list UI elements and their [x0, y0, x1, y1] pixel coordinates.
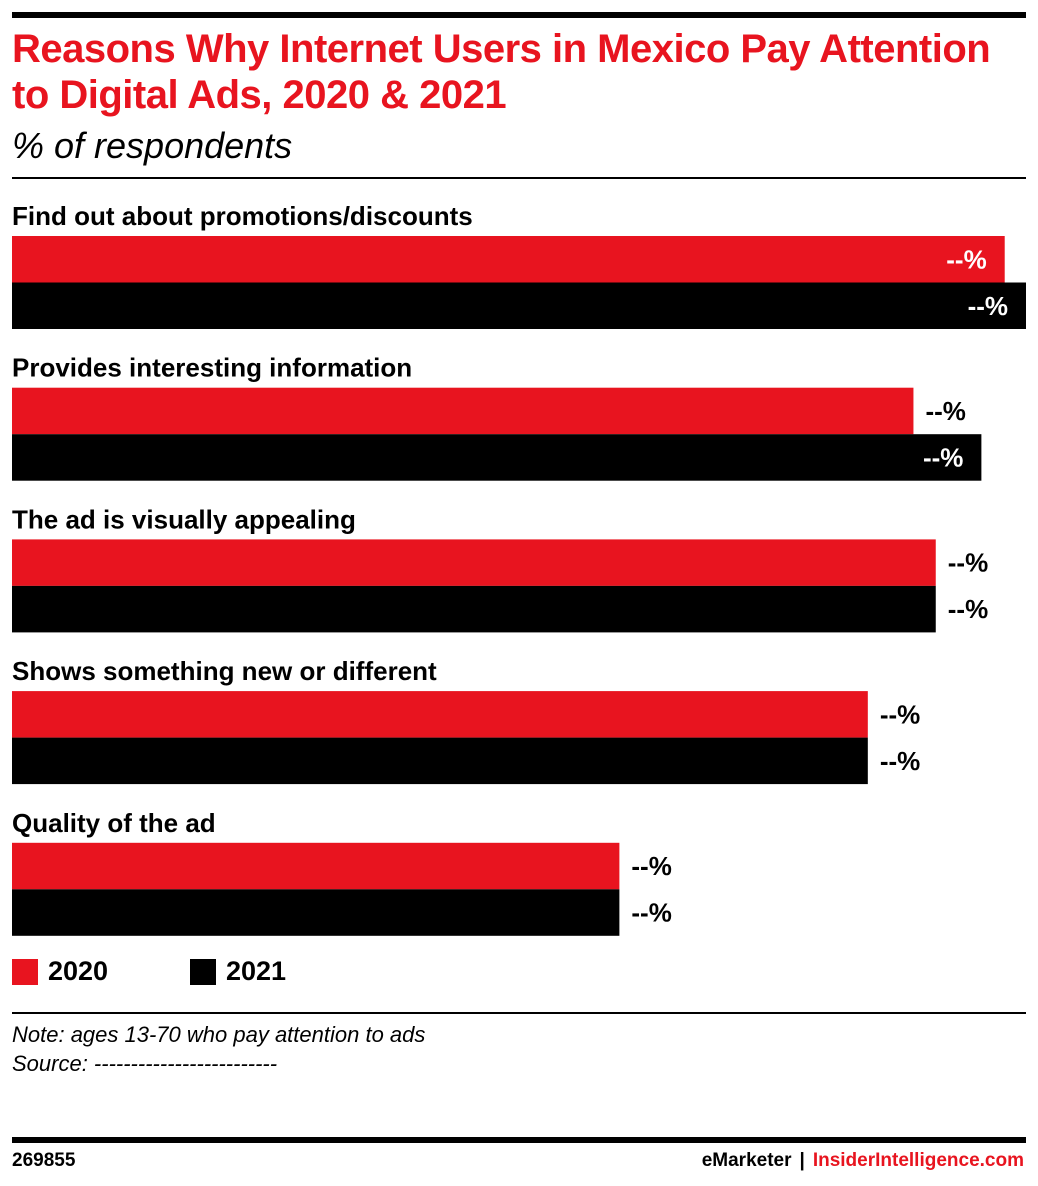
- note-divider: [12, 1012, 1026, 1014]
- footer-brand: eMarketer | InsiderIntelligence.com: [702, 1150, 1024, 1172]
- bar-2020: [12, 842, 620, 890]
- legend-item-2021: 2021: [190, 956, 286, 987]
- chart-subtitle: % of respondents: [12, 125, 293, 166]
- legend-label-2020: 2020: [48, 956, 109, 986]
- brand-insider-intelligence-link[interactable]: InsiderIntelligence.com: [812, 1150, 1024, 1171]
- header-divider: [12, 177, 1026, 179]
- bar-2021: [12, 585, 936, 633]
- notes: Note: ages 13-70 who pay attention to ad…: [12, 1020, 425, 1078]
- data-label-2021: --%: [631, 898, 671, 928]
- bar-2020: [12, 236, 1005, 283]
- bar-2021: [12, 737, 868, 785]
- bar-2021: [12, 282, 1026, 329]
- bar-chart: Find out about promotions/discounts --% --…: [12, 201, 1026, 936]
- top-rule: [12, 12, 1026, 18]
- footer-rule: [12, 1137, 1026, 1143]
- brand-emarketer: eMarketer: [701, 1150, 792, 1171]
- category-label: Provides interesting information: [12, 353, 412, 383]
- brand-separator: |: [799, 1150, 805, 1171]
- source-text: Source: -------------------------: [12, 1051, 278, 1076]
- data-label-2021: --%: [923, 442, 963, 472]
- category-label: Shows something new or different: [12, 656, 437, 686]
- data-label-2020: --%: [631, 851, 671, 881]
- legend-item-2020: 2020: [12, 956, 108, 987]
- bar-2021: [12, 434, 982, 481]
- data-label-2020: --%: [880, 699, 920, 729]
- bar-2020: [12, 539, 936, 586]
- chart-title: Reasons Why Internet Users in Mexico Pay…: [12, 27, 991, 117]
- bar-2021: [12, 889, 620, 936]
- legend-swatch-2021: [190, 958, 216, 985]
- data-label-2020: --%: [948, 548, 988, 578]
- category-label: Quality of the ad: [12, 808, 216, 838]
- chart-id: 269855: [12, 1150, 76, 1171]
- note-text: Note: ages 13-70 who pay attention to ad…: [12, 1022, 426, 1047]
- legend-swatch-2020: [12, 958, 38, 985]
- data-label-2020: --%: [946, 244, 986, 274]
- bar-2020: [12, 691, 868, 738]
- bar-2020: [12, 387, 914, 435]
- data-label-2021: --%: [880, 746, 920, 776]
- category-label: Find out about promotions/discounts: [12, 201, 473, 231]
- category-label: The ad is visually appealing: [12, 504, 356, 534]
- data-label-2020: --%: [925, 396, 965, 426]
- legend-label-2021: 2021: [226, 956, 287, 986]
- data-label-2021: --%: [948, 594, 988, 624]
- data-label-2021: --%: [968, 291, 1008, 321]
